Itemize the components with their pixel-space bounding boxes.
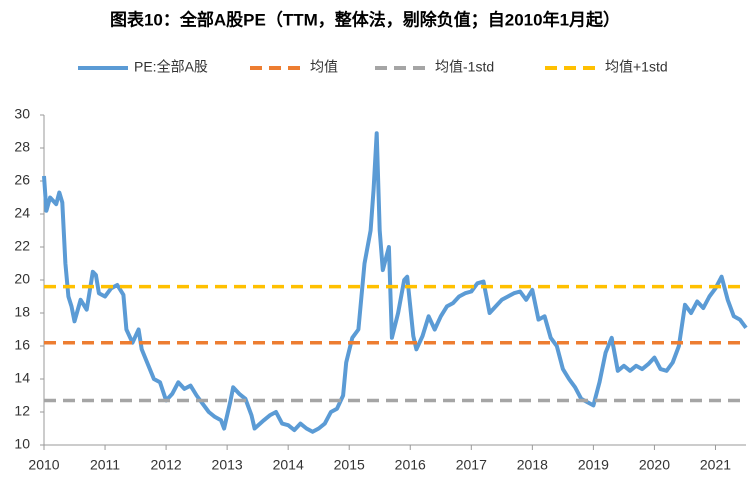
x-tick-label: 2012 [151, 457, 182, 473]
x-tick-label: 2021 [700, 457, 731, 473]
x-tick-label: 2015 [334, 457, 365, 473]
legend-label: 均值+1std [605, 59, 668, 75]
x-tick-label: 2013 [212, 457, 243, 473]
y-tick-label: 24 [14, 205, 30, 221]
y-tick-label: 12 [14, 403, 30, 419]
y-tick-label: 16 [14, 337, 30, 353]
y-tick-label: 18 [14, 304, 30, 320]
y-tick-label: 22 [14, 238, 30, 254]
y-tick-label: 10 [14, 436, 30, 452]
y-tick-label: 30 [14, 106, 30, 122]
legend-label: 均值-1std [435, 59, 494, 75]
y-tick-label: 26 [14, 172, 30, 188]
y-tick-label: 28 [14, 139, 30, 155]
x-tick-label: 2018 [517, 457, 548, 473]
legend-label: 均值 [310, 59, 338, 75]
x-tick-label: 2016 [395, 457, 426, 473]
y-tick-label: 20 [14, 271, 30, 287]
x-tick-label: 2010 [28, 457, 59, 473]
x-tick-label: 2011 [90, 457, 120, 473]
x-tick-label: 2020 [639, 457, 670, 473]
x-tick-label: 2017 [456, 457, 487, 473]
x-tick-label: 2019 [578, 457, 609, 473]
y-tick-label: 14 [14, 370, 30, 386]
data-line [42, 131, 748, 434]
legend-label: PE:全部A股 [134, 59, 208, 75]
chart-title: 图表10：全部A股PE（TTM，整体法，剔除负值；自2010年1月起） [110, 9, 620, 29]
x-tick-label: 2014 [273, 457, 304, 473]
